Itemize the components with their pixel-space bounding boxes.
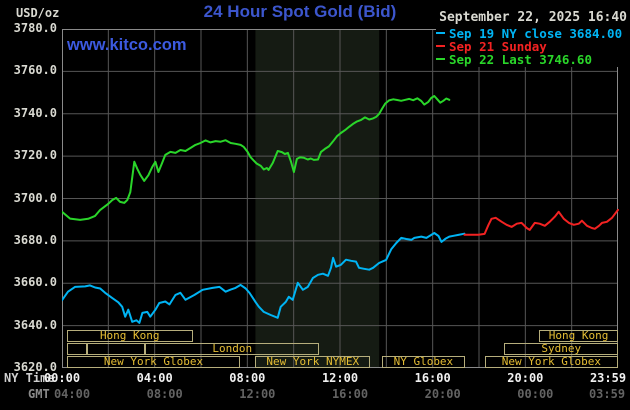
legend-label: Sep 21 Sunday [449,39,547,54]
session-unlabeled [66,343,88,355]
session-london: London [145,343,320,355]
gmt-tick: 12:00 [239,387,276,401]
legend-item-2: Sep 22 Last 3746.60 [436,53,622,66]
ny-time-tick: 20:00 [507,371,544,385]
y-tick-label: 3740.0 [13,105,57,120]
gmt-tick: 16:00 [331,387,369,401]
kitco-watermark-link[interactable]: www.kitco.com [67,36,187,54]
session-ny-globex: NY Globex [381,356,466,368]
ny-time-tick: 23:59 [589,371,627,385]
price-plot [62,29,619,368]
legend-item-0: Sep 19 NY close 3684.00 [436,27,622,40]
legend-dash-icon [436,58,445,60]
legend: Sep 19 NY close 3684.00 Sep 21 Sunday Sep … [436,27,625,67]
series-line-sep-22-last [62,95,451,221]
y-axis-units-label: USD/oz [16,6,60,20]
legend-label: Sep 19 NY close 3684.00 [449,26,623,41]
chart-timestamp: September 22, 2025 16:40 [439,10,627,25]
chart-title: 24 Hour Spot Gold (Bid) [203,2,397,21]
series-line-sep-21-sunday [463,208,619,236]
x-axis-row-label: NY Time [4,371,55,385]
x-axis-row-label: GMT [28,387,50,401]
legend-dash-icon [436,32,445,34]
ny-time-tick: 04:00 [136,371,173,385]
y-tick-label: 3680.0 [13,232,57,247]
y-tick-label: 3780.0 [13,21,57,35]
session-new-york-globex: New York Globex [484,356,618,368]
session-new-york-globex: New York Globex [66,356,241,368]
ny-time-tick: 08:00 [229,371,266,385]
session-unlabeled [87,343,146,355]
session-hong-kong: Hong Kong [66,330,193,342]
y-tick-label: 3640.0 [13,317,57,332]
ny-time-tick: 16:00 [414,371,451,385]
legend-item-1: Sep 21 Sunday [436,40,622,53]
session-sydney: Sydney [504,343,618,355]
y-tick-label: 3760.0 [13,63,57,78]
ny-time-tick: 00:00 [43,371,81,385]
legend-dash-icon [436,45,445,47]
y-tick-label: 3700.0 [13,190,57,205]
gmt-tick: 08:00 [146,387,183,401]
gmt-tick: 04:00 [53,387,91,401]
session-new-york-nymex: New York NYMEX [255,356,371,368]
gmt-tick: 03:59 [588,387,626,401]
y-tick-label: 3660.0 [13,275,57,290]
ny-time-tick: 12:00 [321,371,359,385]
y-tick-label: 3620.0 [13,360,57,374]
y-tick-label: 3720.0 [13,148,57,163]
series-line-sep-19-ny-close [62,232,466,324]
gmt-tick: 20:00 [424,387,461,401]
gmt-tick: 00:00 [517,387,554,401]
legend-label: Sep 22 Last 3746.60 [449,52,592,67]
session-hong-kong: Hong Kong [539,330,618,342]
